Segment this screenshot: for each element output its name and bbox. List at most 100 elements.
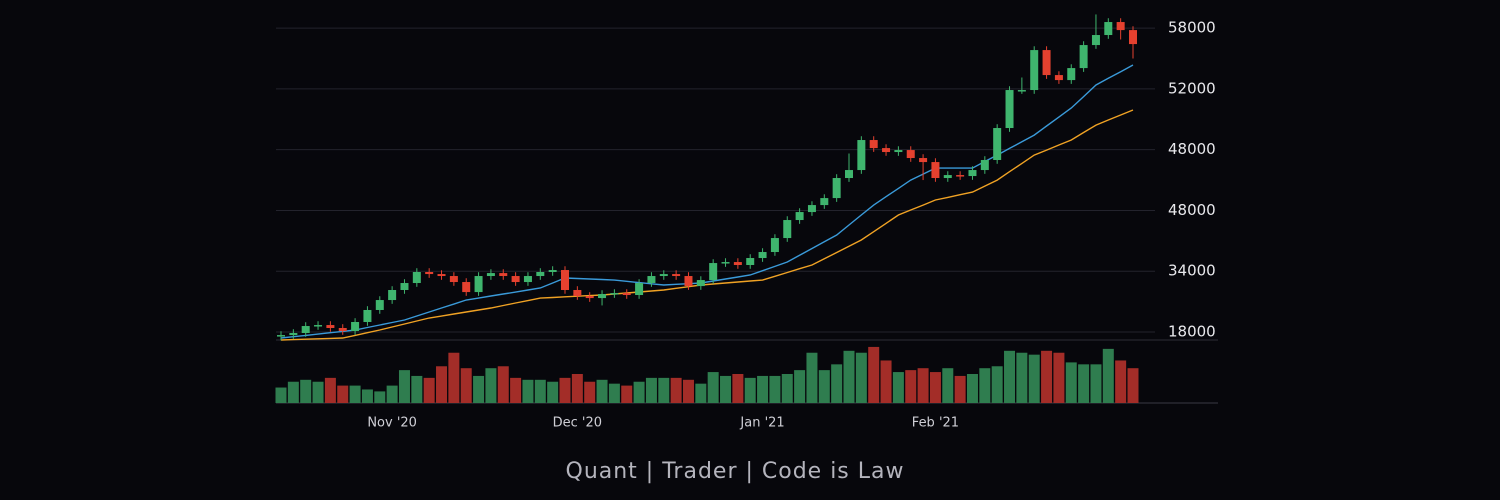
volume-bar (337, 385, 349, 403)
volume-bar (769, 375, 781, 403)
caption: Quant | Trader | Code is Law (566, 459, 905, 484)
candle-body (1104, 22, 1113, 36)
volume-bar (917, 368, 929, 403)
candle-body (585, 296, 594, 299)
volume-bar (324, 377, 336, 403)
candle-body (1091, 35, 1100, 46)
volume-bar (658, 377, 670, 403)
candle-body (795, 212, 804, 221)
volume-bar (608, 383, 620, 403)
candle-body (980, 160, 989, 171)
y-tick-label: 18000 (1168, 323, 1216, 341)
candle-body (561, 270, 569, 291)
volume-bar (781, 374, 793, 403)
candle-body (314, 325, 323, 327)
volume-bar (1078, 364, 1090, 403)
candle-body (845, 170, 853, 179)
volume-bar (361, 389, 373, 403)
volume-bar (349, 385, 361, 403)
candle-body (869, 140, 878, 149)
volume-bar (1041, 350, 1053, 403)
candle-body (684, 276, 693, 287)
volume-bar (633, 381, 645, 403)
moving-average-line (280, 64, 1134, 339)
volume-bar (1004, 350, 1016, 403)
candle-body (857, 140, 866, 171)
volume-bar (905, 370, 917, 403)
candle-body (363, 309, 372, 322)
candle-body (1129, 30, 1137, 45)
volume-bar (398, 370, 410, 403)
candle-body (672, 274, 681, 277)
candle-body (1030, 50, 1039, 91)
volume-bar (880, 360, 892, 403)
candle-body (486, 273, 495, 277)
candle-body (375, 300, 384, 310)
volume-bar (1102, 348, 1114, 403)
volume-bar (843, 350, 855, 403)
candle-body (1054, 75, 1063, 81)
volume-bar (448, 352, 460, 403)
moving-average-line (280, 109, 1134, 341)
candle-body (449, 276, 458, 283)
volume-bar (1115, 360, 1127, 403)
candle-body (573, 290, 582, 297)
volume-bar (892, 372, 904, 403)
volume-bar (436, 366, 448, 403)
candle-body (746, 258, 755, 266)
candle-body (931, 162, 940, 179)
candle-body (412, 272, 421, 284)
candle-body (919, 158, 928, 163)
volume-bar (991, 366, 1003, 403)
volume-bar (855, 352, 867, 403)
candle-body (1079, 45, 1088, 69)
candle-body (659, 274, 668, 277)
candle-body (400, 283, 409, 291)
candle-body (425, 272, 434, 275)
volume-bar (423, 377, 435, 403)
volume-bar (670, 377, 682, 403)
candle-body (610, 293, 619, 295)
volume-bar (929, 372, 941, 403)
y-tick-label: 52000 (1168, 79, 1216, 97)
candle-body (1005, 90, 1014, 129)
x-tick-label: Nov '20 (367, 416, 417, 431)
volume-bar (522, 379, 534, 403)
volume-bar (966, 374, 978, 403)
volume-bar (547, 381, 559, 403)
y-tick-label: 34000 (1168, 262, 1216, 280)
volume-bar (1065, 362, 1077, 403)
candle-body (536, 272, 545, 277)
volume-bar (954, 375, 966, 403)
candle-body (807, 205, 816, 213)
volume-bar (571, 374, 583, 403)
candle-body (1067, 68, 1076, 81)
candle-body (598, 294, 607, 299)
volume-bar (312, 381, 324, 403)
candle-body (906, 150, 915, 159)
candle-body (721, 262, 730, 264)
volume-bar (287, 381, 299, 403)
volume-bar (1016, 352, 1028, 403)
volume-bar (485, 368, 497, 403)
volume-bar (645, 377, 657, 403)
candle-body (882, 148, 891, 153)
candle-body (277, 335, 285, 337)
candle-body (499, 273, 508, 277)
volume-bar (682, 379, 694, 403)
candle-body (289, 333, 298, 336)
volume-bar (1090, 364, 1102, 403)
volume-bar (757, 375, 769, 403)
candle-body (474, 276, 483, 293)
volume-bar (559, 377, 571, 403)
candle-body (993, 128, 1002, 161)
candle-body (635, 283, 644, 296)
candle-body (943, 175, 952, 179)
volume-bar (497, 366, 509, 403)
x-tick-label: Dec '20 (553, 416, 602, 431)
volume-bar (596, 379, 608, 403)
candle-body (733, 262, 742, 266)
candle-body (388, 290, 397, 301)
